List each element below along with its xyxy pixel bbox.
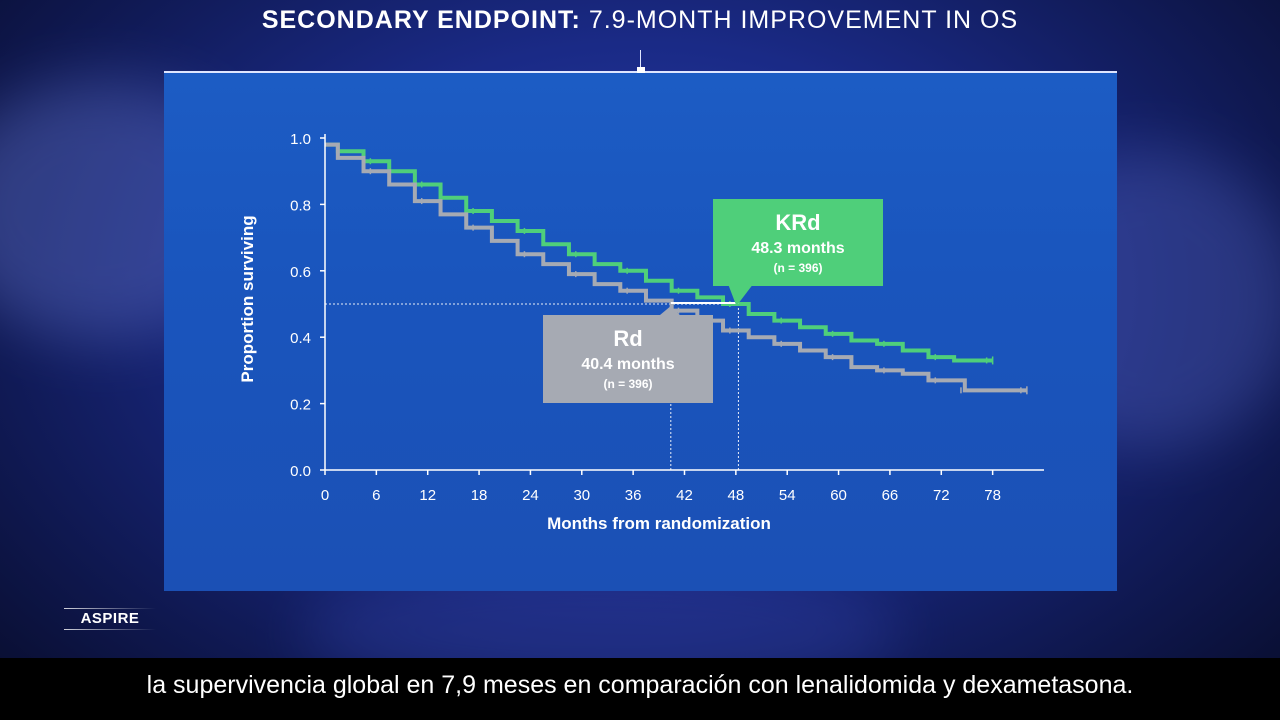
x-tick-label: 6: [372, 487, 380, 504]
callout-label: Rd: [613, 326, 642, 351]
callout-krd: KRd 48.3 months (n = 396): [713, 199, 883, 306]
y-tick-label: 1.0: [290, 131, 311, 148]
caption-bar: [0, 658, 1280, 720]
x-tick-label: 60: [830, 487, 847, 504]
x-tick-label: 0: [321, 487, 329, 504]
title-connector-line: [640, 50, 641, 70]
x-tick-label: 72: [933, 487, 950, 504]
x-tick-label: 36: [625, 487, 642, 504]
callout-box: [543, 315, 713, 403]
divider-marker: [637, 67, 645, 75]
callout-median-value: 48.3 months: [751, 240, 844, 257]
callout-label: KRd: [775, 210, 820, 235]
y-axis-label: Proportion surviving: [238, 215, 257, 382]
callout-median-value: 40.4 months: [581, 356, 674, 373]
survival-chart: 0.0 0.2 0.4 0.6 0.8 1.0 0 6 12 18 24 30 36 42 48 54 60 66…: [238, 131, 1044, 533]
y-tick-label: 0.8: [290, 197, 311, 214]
callout-box: [713, 199, 883, 286]
slide-title: SECONDARY ENDPOINT: 7.9-MONTH IMPROVEMEN…: [0, 6, 1280, 35]
x-tick-label: 12: [419, 487, 436, 504]
x-tick-label: 18: [471, 487, 488, 504]
x-tick-label: 48: [728, 487, 745, 504]
chart-panel: 0.0 0.2 0.4 0.6 0.8 1.0 0 6 12 18 24 30 36 42 48 54 60 66…: [164, 73, 1117, 591]
y-tick-label: 0.0: [290, 463, 311, 480]
survival-curve-rd: [325, 142, 1027, 393]
trial-badge: ASPIRE: [64, 608, 156, 630]
y-tick-label: 0.2: [290, 397, 311, 414]
callout-pointer: [728, 285, 753, 306]
x-tick-label: 24: [522, 487, 539, 504]
callout-n-value: (n = 396): [603, 377, 652, 391]
x-axis-label: Months from randomization: [547, 514, 771, 533]
slide-title-bold: SECONDARY ENDPOINT:: [261, 6, 581, 34]
callout-rd: Rd 40.4 months (n = 396): [543, 306, 713, 403]
y-tick-label: 0.6: [290, 264, 311, 281]
x-tick-label: 54: [779, 487, 796, 504]
y-tick-label: 0.4: [290, 330, 311, 347]
callout-pointer: [658, 306, 681, 316]
slide-title-rest: 7.9-MONTH IMPROVEMENT IN OS: [588, 6, 1019, 34]
survival-curve-krd: [325, 142, 993, 363]
callout-n-value: (n = 396): [773, 261, 822, 275]
x-tick-label: 78: [984, 487, 1001, 504]
x-tick-label: 66: [882, 487, 899, 504]
x-tick-label: 30: [573, 487, 590, 504]
caption-text: la supervivencia global en 7,9 meses en …: [146, 671, 1134, 699]
x-tick-label: 42: [676, 487, 693, 504]
